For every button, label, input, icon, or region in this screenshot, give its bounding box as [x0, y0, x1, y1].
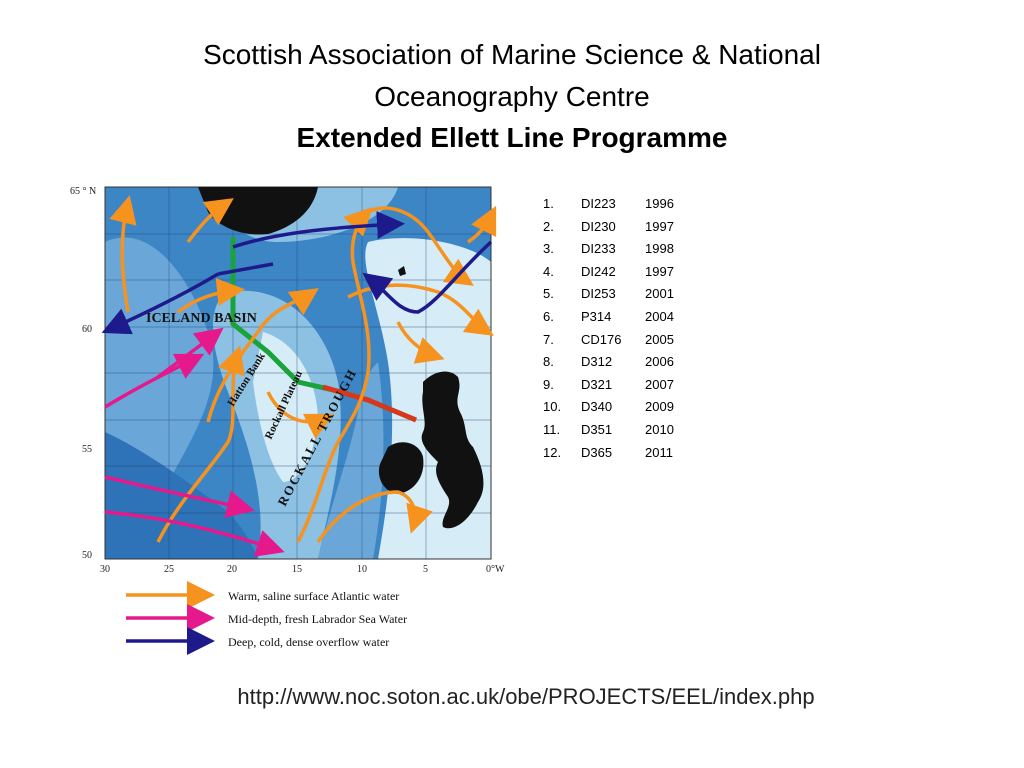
lon-label-25: 25 [164, 564, 174, 575]
overflow-water-currents [101, 211, 493, 335]
lat-label-50: 50 [82, 550, 92, 561]
list-item-cruise: DI253 [581, 286, 616, 302]
list-item-year: 2006 [645, 354, 674, 370]
list-item-number: 7. [543, 331, 554, 347]
list-item: 5. DI253 2001 [543, 283, 674, 306]
lat-label-55: 55 [82, 444, 92, 455]
legend-label-warm: Warm, saline surface Atlantic water [228, 589, 399, 603]
list-item: 11. D351 2010 [543, 419, 674, 442]
list-item-year: 2011 [645, 444, 673, 460]
list-item: 4. DI242 1997 [543, 261, 674, 284]
list-item-number: 6. [543, 308, 554, 324]
list-item-year: 1997 [645, 218, 674, 234]
list-item: 1. DI223 1996 [543, 193, 674, 216]
faroe-islands-land [398, 266, 406, 276]
list-item-year: 1996 [645, 196, 674, 211]
lon-label-15: 15 [292, 564, 302, 575]
slide-title: Scottish Association of Marine Science &… [100, 34, 924, 158]
list-item-number: 12. [543, 444, 562, 460]
legend-label-deep: Deep, cold, dense overflow water [228, 635, 389, 649]
list-item-number: 2. [543, 218, 554, 234]
list-item-cruise: D365 [581, 444, 613, 460]
list-item-year: 1998 [645, 241, 674, 257]
list-item: 12. D365 2011 [543, 442, 674, 465]
rockall-bank [253, 332, 318, 482]
list-item-cruise: DI242 [581, 263, 616, 279]
list-item: 10. D340 2009 [543, 396, 674, 419]
title-line-1: Scottish Association of Marine Science &… [203, 39, 821, 70]
lat-label-60: 60 [82, 324, 92, 335]
list-item-year: 2010 [645, 421, 674, 437]
lon-label-30: 30 [100, 564, 110, 575]
lon-label-5: 5 [423, 564, 428, 575]
list-item: 6. P314 2004 [543, 306, 674, 329]
list-item-cruise: DI223 [581, 196, 616, 211]
list-item-number: 10. [543, 399, 562, 415]
ocean-circulation-map: ICELAND BASIN Hatton Bank Rockall Platea… [68, 182, 518, 662]
list-item-year: 1997 [645, 263, 674, 279]
list-item-number: 5. [543, 286, 554, 302]
list-item-number: 3. [543, 241, 554, 257]
lon-label-0: 0°W [486, 564, 505, 575]
map-legend: Warm, saline surface Atlantic water Mid-… [126, 581, 407, 655]
rockall-trough-basin [318, 362, 384, 559]
list-item-year: 2007 [645, 376, 674, 392]
list-item-cruise: DI233 [581, 241, 616, 257]
labrador-sea-water-currents [104, 327, 285, 557]
list-item: 2. DI230 1997 [543, 216, 674, 239]
list-item-number: 4. [543, 263, 554, 279]
list-item-year: 2009 [645, 399, 674, 415]
list-item-number: 8. [543, 354, 554, 370]
source-url[interactable]: http://www.noc.soton.ac.uk/obe/PROJECTS/… [237, 684, 815, 709]
list-item-cruise: D321 [581, 376, 613, 392]
list-item-cruise: P314 [581, 308, 612, 324]
title-line-3: Extended Ellett Line Programme [296, 122, 728, 153]
list-item-year: 2005 [645, 331, 674, 347]
list-item: 9. D321 2007 [543, 374, 674, 397]
cruise-list: 1. DI223 1996 2. DI230 1997 3. DI233 1998 4. DI242… [543, 193, 674, 464]
list-item: 8. D312 2006 [543, 351, 674, 374]
list-item-cruise: DI230 [581, 218, 616, 234]
iceland-basin-label: ICELAND BASIN [146, 311, 257, 326]
ellett-line-section-red [322, 384, 417, 423]
list-item-cruise: D340 [581, 399, 613, 415]
list-item-cruise: CD176 [581, 331, 622, 347]
map-svg: ICELAND BASIN Hatton Bank Rockall Platea… [70, 186, 505, 655]
list-item-cruise: D312 [581, 354, 613, 370]
list-item-number: 1. [543, 196, 554, 211]
legend-label-mid: Mid-depth, fresh Labrador Sea Water [228, 612, 407, 626]
lon-label-10: 10 [357, 564, 367, 575]
list-item-number: 11. [543, 421, 561, 437]
list-item-year: 2004 [645, 308, 674, 324]
list-item-cruise: D351 [581, 421, 613, 437]
list-item-year: 2001 [645, 286, 674, 302]
ireland-land [378, 442, 424, 494]
list-item: 7. CD176 2005 [543, 329, 674, 352]
list-item: 3. DI233 1998 [543, 238, 674, 261]
lat-label-65: 65 ° N [70, 186, 96, 197]
lon-label-20: 20 [227, 564, 237, 575]
title-line-2: Oceanography Centre [374, 81, 650, 112]
great-britain-land [421, 371, 484, 529]
list-item-number: 9. [543, 376, 554, 392]
